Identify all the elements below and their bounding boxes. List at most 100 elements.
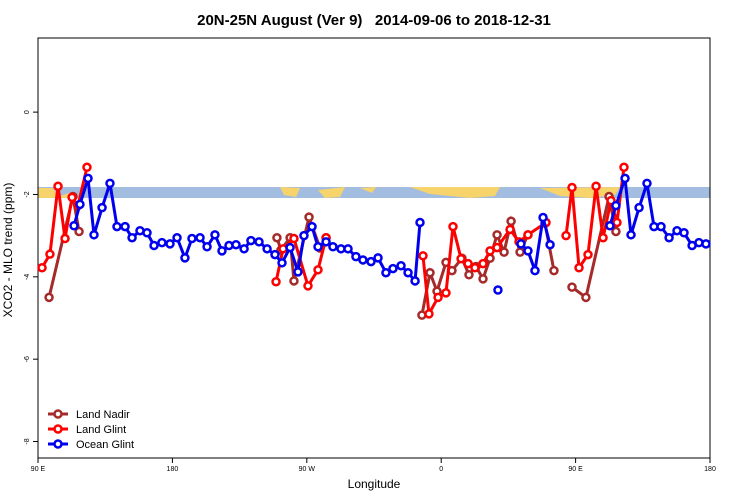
data-point: [591, 181, 601, 191]
x-tick-label: 90 E: [568, 466, 583, 473]
data-point: [388, 263, 398, 274]
data-point: [239, 244, 249, 254]
legend-swatch-point: [53, 439, 63, 449]
data-point: [506, 216, 516, 226]
x-tick-label: 90 W: [299, 466, 316, 473]
data-point: [516, 239, 526, 249]
data-point: [545, 239, 555, 250]
x-tick-label: 90 E: [31, 466, 46, 473]
x-tick-label: 180: [704, 466, 716, 473]
data-point: [567, 282, 577, 292]
data-point: [425, 267, 435, 278]
data-point: [656, 221, 666, 232]
data-point: [82, 162, 92, 173]
data-point: [289, 233, 299, 244]
data-point: [456, 253, 466, 264]
data-point: [626, 230, 636, 240]
map-strip: [38, 187, 710, 198]
data-point: [277, 258, 287, 268]
data-point: [307, 221, 317, 232]
data-point: [523, 230, 533, 240]
data-point: [424, 309, 434, 319]
data-point: [478, 258, 488, 269]
data-point: [195, 232, 205, 243]
data-point: [574, 263, 584, 273]
data-point: [464, 270, 474, 280]
map-ocean: [38, 187, 710, 198]
legend-label: Ocean Glint: [76, 439, 134, 451]
data-point: [620, 173, 630, 184]
data-point: [37, 263, 47, 273]
data-point: [351, 251, 361, 262]
data-point: [664, 232, 674, 243]
data-point: [530, 265, 540, 276]
data-point: [187, 233, 197, 244]
data-point: [202, 242, 212, 252]
data-point: [598, 232, 608, 243]
data-point: [373, 253, 383, 263]
data-point: [231, 239, 241, 250]
legend-swatch-point: [53, 424, 63, 434]
data-point: [272, 232, 282, 243]
legend-label: Land Glint: [76, 424, 126, 436]
data-point: [381, 267, 391, 278]
data-point: [515, 247, 525, 257]
data-point: [246, 235, 256, 246]
data-point: [583, 249, 593, 260]
data-point: [485, 246, 495, 256]
data-point: [679, 228, 689, 238]
data-point: [478, 274, 488, 284]
data-point: [313, 265, 323, 275]
data-point: [358, 255, 368, 265]
y-tick-label: -4: [24, 274, 31, 280]
data-point: [83, 173, 93, 184]
y-tick-label: -6: [24, 356, 31, 362]
data-point: [172, 232, 182, 243]
data-point: [612, 217, 622, 228]
data-point: [270, 249, 280, 260]
data-point: [44, 292, 54, 303]
data-point: [418, 251, 428, 261]
data-point: [313, 242, 323, 252]
data-point: [74, 226, 84, 237]
map-land: [38, 187, 620, 198]
data-point: [561, 230, 571, 241]
data-point: [142, 228, 152, 238]
y-tick-label: 0: [24, 110, 31, 114]
data-point: [634, 202, 644, 213]
data-point: [343, 244, 353, 254]
data-point: [120, 221, 130, 232]
plot-frame: [37, 37, 711, 459]
data-point: [321, 237, 331, 247]
data-point: [463, 258, 473, 269]
data-point: [69, 221, 79, 231]
data-point: [262, 244, 272, 254]
data-point: [605, 221, 615, 231]
y-tick-label: -8: [24, 438, 31, 444]
data-point: [567, 182, 577, 193]
data-point: [299, 230, 309, 241]
data-point: [448, 221, 458, 232]
legend-label: Land Nadir: [76, 409, 130, 421]
data-point: [499, 247, 509, 257]
y-tick-label: -2: [24, 191, 31, 197]
data-point: [441, 288, 451, 298]
data-point: [45, 249, 55, 259]
x-axis-label: Longitude: [348, 477, 401, 491]
data-point: [433, 292, 443, 303]
data-point: [293, 267, 303, 277]
x-tick-label: 180: [167, 466, 179, 473]
data-point: [415, 217, 425, 228]
data-point: [165, 239, 175, 249]
data-point: [149, 240, 159, 251]
x-tick-label: 0: [439, 466, 443, 473]
data-point: [505, 224, 515, 235]
data-point: [180, 253, 190, 263]
data-point: [271, 277, 281, 287]
data-point: [60, 233, 70, 244]
data-point: [701, 239, 711, 249]
data-point: [75, 199, 85, 210]
data-point: [642, 178, 652, 189]
data-point: [303, 281, 313, 291]
data-point: [410, 276, 420, 286]
